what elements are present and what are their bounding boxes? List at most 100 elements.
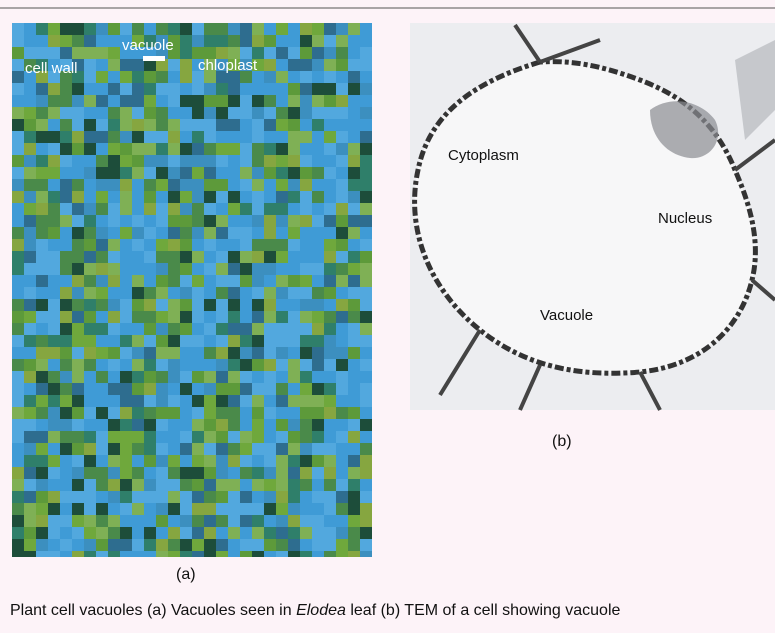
mosaic-pixel <box>84 323 96 335</box>
mosaic-pixel <box>252 527 264 539</box>
mosaic-pixel <box>24 539 36 551</box>
mosaic-pixel <box>216 419 228 431</box>
mosaic-pixel <box>108 287 120 299</box>
mosaic-pixel <box>216 359 228 371</box>
mosaic-pixel <box>36 467 48 479</box>
mosaic-pixel <box>132 311 144 323</box>
mosaic-pixel <box>192 47 204 59</box>
mosaic-pixel <box>108 47 120 59</box>
mosaic-pixel <box>336 167 348 179</box>
mosaic-pixel <box>168 515 180 527</box>
mosaic-pixel <box>324 383 336 395</box>
mosaic-pixel <box>120 383 132 395</box>
mosaic-pixel <box>36 179 48 191</box>
mosaic-pixel <box>84 47 96 59</box>
mosaic-pixel <box>276 407 288 419</box>
mosaic-pixel <box>96 251 108 263</box>
mosaic-pixel <box>96 35 108 47</box>
mosaic-pixel <box>288 251 300 263</box>
mosaic-pixel <box>48 167 60 179</box>
mosaic-pixel <box>120 167 132 179</box>
mosaic-pixel <box>60 539 72 551</box>
mosaic-pixel <box>312 215 324 227</box>
mosaic-pixel <box>60 479 72 491</box>
mosaic-pixel <box>348 551 360 557</box>
mosaic-pixel <box>324 143 336 155</box>
mosaic-pixel <box>24 215 36 227</box>
mosaic-pixel <box>336 275 348 287</box>
mosaic-pixel <box>156 383 168 395</box>
mosaic-pixel <box>252 227 264 239</box>
mosaic-pixel <box>192 23 204 35</box>
mosaic-pixel <box>276 131 288 143</box>
mosaic-pixel <box>312 83 324 95</box>
mosaic-pixel <box>204 479 216 491</box>
mosaic-pixel <box>252 395 264 407</box>
mosaic-pixel <box>240 239 252 251</box>
mosaic-pixel <box>348 407 360 419</box>
mosaic-pixel <box>288 347 300 359</box>
mosaic-pixel <box>204 347 216 359</box>
mosaic-pixel <box>288 167 300 179</box>
mosaic-pixel <box>228 491 240 503</box>
mosaic-pixel <box>264 419 276 431</box>
mosaic-pixel <box>108 35 120 47</box>
mosaic-pixel <box>264 347 276 359</box>
mosaic-pixel <box>324 191 336 203</box>
mosaic-pixel <box>48 191 60 203</box>
mosaic-pixel <box>216 527 228 539</box>
mosaic-pixel <box>240 47 252 59</box>
mosaic-pixel <box>84 35 96 47</box>
mosaic-pixel <box>264 35 276 47</box>
mosaic-pixel <box>252 299 264 311</box>
mosaic-pixel <box>72 371 84 383</box>
mosaic-pixel <box>312 263 324 275</box>
mosaic-pixel <box>204 311 216 323</box>
mosaic-pixel <box>252 551 264 557</box>
mosaic-pixel <box>312 59 324 71</box>
mosaic-pixel <box>324 239 336 251</box>
mosaic-pixel <box>360 167 372 179</box>
mosaic-pixel <box>48 107 60 119</box>
mosaic-pixel <box>36 359 48 371</box>
mosaic-pixel <box>288 551 300 557</box>
mosaic-pixel <box>288 227 300 239</box>
mosaic-pixel <box>276 119 288 131</box>
mosaic-pixel <box>216 47 228 59</box>
mosaic-pixel <box>300 395 312 407</box>
mosaic-pixel <box>204 371 216 383</box>
mosaic-pixel <box>252 491 264 503</box>
mosaic-pixel <box>120 323 132 335</box>
mosaic-pixel <box>192 515 204 527</box>
panel-tag: (a) <box>176 566 196 583</box>
mosaic-pixel <box>288 47 300 59</box>
mosaic-pixel <box>108 83 120 95</box>
mosaic-pixel <box>120 227 132 239</box>
mosaic-pixel <box>156 287 168 299</box>
mosaic-pixel <box>228 155 240 167</box>
mosaic-pixel <box>168 131 180 143</box>
mosaic-pixel <box>336 347 348 359</box>
mosaic-pixel <box>216 59 228 71</box>
mosaic-pixel <box>228 263 240 275</box>
mosaic-pixel <box>108 551 120 557</box>
mosaic-pixel <box>60 491 72 503</box>
mosaic-pixel <box>348 491 360 503</box>
mosaic-pixel <box>48 215 60 227</box>
mosaic-pixel <box>348 527 360 539</box>
mosaic-pixel <box>96 167 108 179</box>
mosaic-pixel <box>168 107 180 119</box>
label: chloplast <box>198 57 258 74</box>
mosaic-pixel <box>96 263 108 275</box>
mosaic-pixel <box>60 527 72 539</box>
mosaic-pixel <box>180 23 192 35</box>
mosaic-pixel <box>348 335 360 347</box>
mosaic-pixel <box>120 251 132 263</box>
mosaic-pixel <box>12 335 24 347</box>
mosaic-pixel <box>312 503 324 515</box>
mosaic-pixel <box>360 455 372 467</box>
mosaic-pixel <box>240 83 252 95</box>
mosaic-pixel <box>156 419 168 431</box>
mosaic-pixel <box>204 167 216 179</box>
mosaic-pixel <box>132 443 144 455</box>
